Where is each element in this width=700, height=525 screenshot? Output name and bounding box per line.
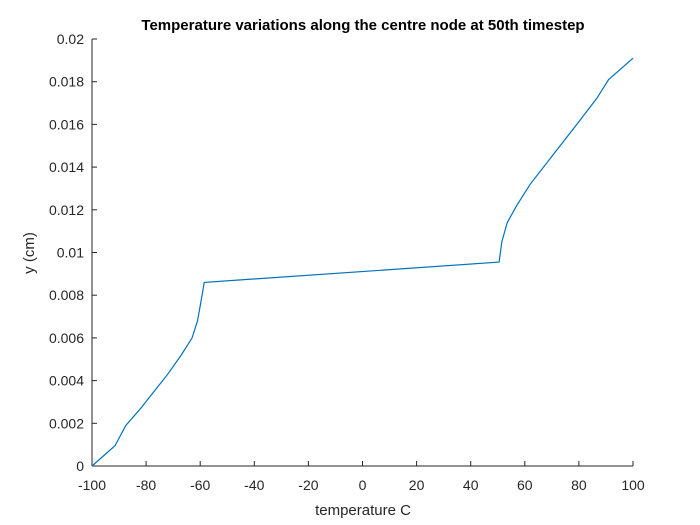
plot-area: -100 -80 -60 -40 -20 0 20 40 60 80 100 0 0.002 0.004 0…	[49, 31, 645, 493]
y-tick-label: 0.002	[49, 415, 84, 431]
x-tick-label: 20	[409, 477, 425, 493]
x-tick-label: 100	[621, 477, 645, 493]
y-tick-label: 0.008	[49, 287, 84, 303]
x-tick-label: -80	[136, 477, 156, 493]
x-tick-label: -100	[78, 477, 106, 493]
x-tick-label: -60	[190, 477, 210, 493]
chart-title: Temperature variations along the centre …	[141, 17, 584, 34]
y-tick-label: 0.012	[49, 202, 84, 218]
series-line-0	[91, 57, 634, 467]
x-tick-label: -20	[298, 477, 318, 493]
x-axis-label: temperature C	[315, 502, 411, 519]
y-tick-label: 0	[76, 458, 84, 474]
y-tick-label: 0.014	[49, 159, 84, 175]
x-tick-label: 40	[463, 477, 479, 493]
y-tick-label: 0.018	[49, 74, 84, 90]
y-tick-label: 0.016	[49, 116, 84, 132]
x-tick-label: -40	[244, 477, 264, 493]
y-tick-label: 0.004	[49, 373, 84, 389]
x-tick-label: 80	[571, 477, 587, 493]
y-tick-label: 0.006	[49, 330, 84, 346]
y-tick-label: 0.02	[57, 31, 84, 47]
x-tick-label: 0	[359, 477, 367, 493]
y-axis-label: y (cm)	[21, 232, 38, 274]
x-tick-label: 60	[517, 477, 533, 493]
y-tick-label: 0.01	[57, 245, 84, 261]
